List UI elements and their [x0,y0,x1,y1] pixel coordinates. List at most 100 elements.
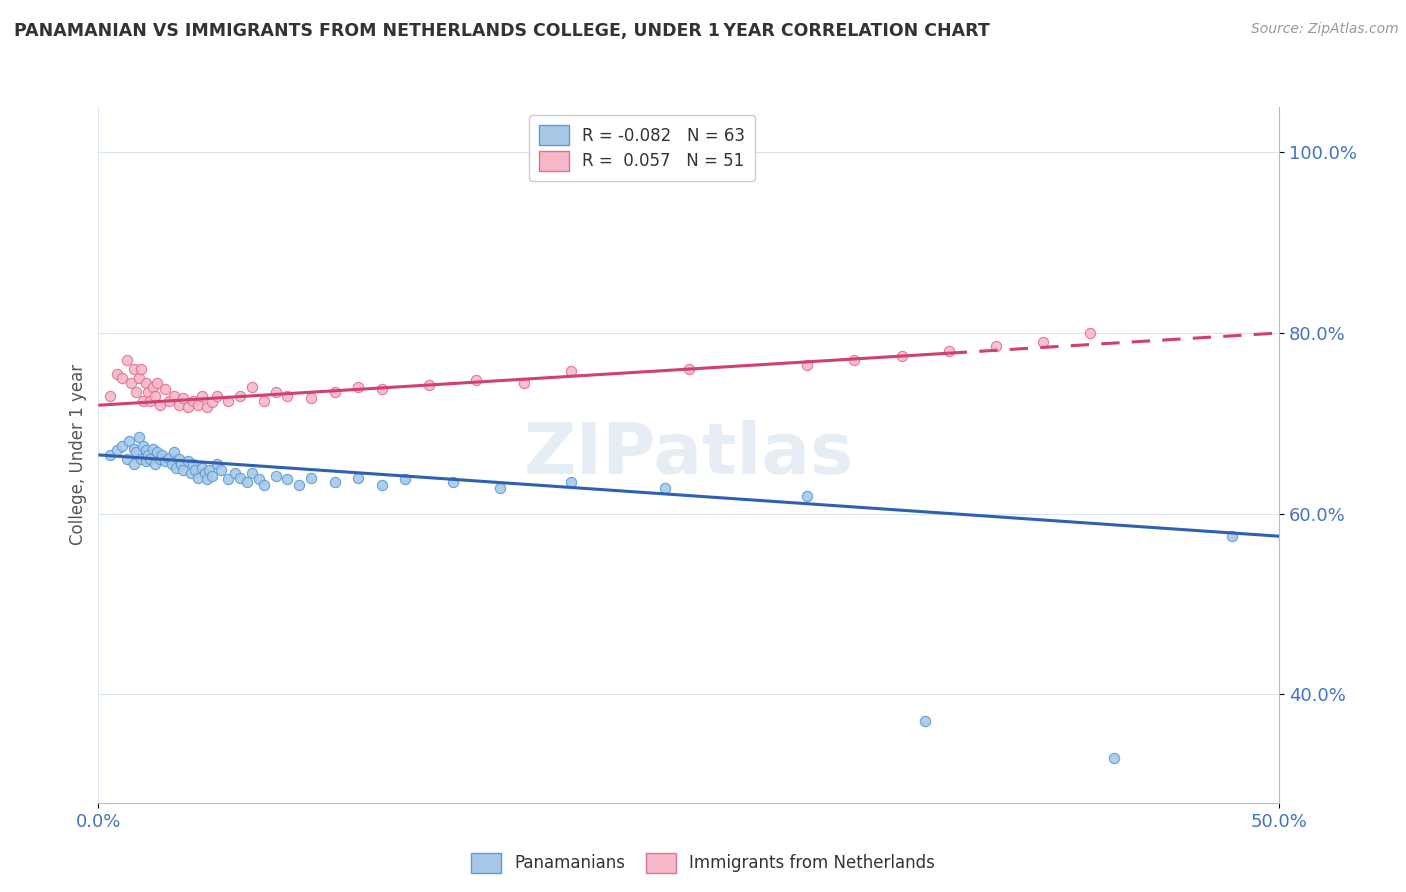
Point [984,339,1007,353]
Point [288,477,311,491]
Point [157,450,180,465]
Point [177,454,200,468]
Point [323,475,346,489]
Point [128,371,150,385]
Point [1032,334,1054,349]
Point [150,448,173,462]
Point [118,434,141,449]
Point [253,477,276,491]
Point [135,376,157,390]
Point [299,470,322,484]
Point [276,472,298,486]
Point [205,389,228,403]
Point [394,472,416,486]
Point [128,430,150,444]
Point [115,353,138,368]
Point [115,452,138,467]
Point [347,380,370,394]
Point [240,466,263,480]
Point [264,384,287,399]
Point [170,457,193,471]
Point [253,393,276,408]
Point [132,393,155,408]
Point [240,380,263,394]
Point [441,475,464,489]
Point [224,466,246,480]
Point [347,470,370,484]
Point [938,344,960,359]
Point [187,398,209,412]
Point [184,463,207,477]
Point [163,445,186,459]
Point [163,389,186,403]
Point [149,398,172,412]
Point [191,389,214,403]
Point [844,353,866,368]
Point [172,391,194,405]
Point [323,384,346,399]
Point [229,470,252,484]
Point [247,472,270,486]
Point [139,452,162,467]
Point [142,380,165,394]
Point [1080,326,1102,340]
Point [195,472,218,486]
Point [139,393,162,408]
Point [153,382,176,396]
Point [201,394,224,409]
Point [146,376,169,390]
Point [276,389,298,403]
Point [264,468,287,483]
Point [122,457,145,471]
Point [149,452,172,467]
Point [465,373,488,387]
Point [98,448,121,462]
Point [129,362,152,376]
Point [217,472,239,486]
Point [136,384,159,399]
Text: ZIPatlas: ZIPatlas [524,420,853,490]
Point [236,475,259,489]
Point [181,393,204,408]
Point [890,349,912,363]
Point [560,364,582,378]
Point [125,445,148,459]
Point [160,457,183,471]
Point [111,439,134,453]
Point [180,466,202,480]
Point [914,714,936,729]
Point [195,400,218,414]
Point [796,489,818,503]
Point [122,362,145,376]
Point [191,461,214,475]
Point [136,448,159,462]
Point [796,358,818,372]
Point [135,443,157,458]
Point [418,378,440,392]
Point [142,442,165,456]
Point [201,468,224,483]
Point [165,461,187,475]
Point [299,391,322,405]
Point [172,463,194,477]
Point [167,452,190,467]
Text: Source: ZipAtlas.com: Source: ZipAtlas.com [1251,22,1399,37]
Point [229,389,252,403]
Point [187,470,209,484]
Point [217,393,239,408]
Point [678,362,700,376]
Point [135,454,157,468]
Point [122,442,145,456]
Point [205,457,228,471]
Point [654,481,676,495]
Point [1102,750,1125,764]
Point [121,376,143,390]
Point [105,443,128,458]
Point [512,376,534,390]
Point [111,371,134,385]
Point [489,481,512,495]
Point [560,475,582,489]
Point [105,367,128,381]
Point [98,389,121,403]
Point [1220,529,1243,543]
